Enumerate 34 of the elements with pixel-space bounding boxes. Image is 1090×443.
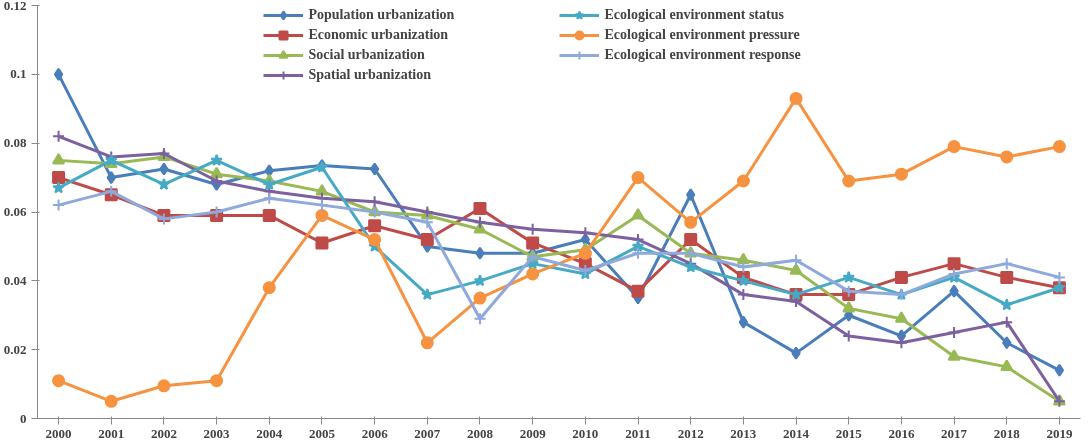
x-tick-label: 2004 [256, 425, 283, 441]
x-tick-label: 2013 [730, 425, 757, 441]
legend-label: Economic urbanization [308, 27, 450, 43]
x-tick-label: 2003 [203, 425, 231, 441]
x-tick-label: 2007 [414, 425, 441, 441]
y-tick-label: 0.1 [10, 66, 27, 82]
x-tick-label: 2005 [308, 425, 336, 441]
legend-label: Ecological environment response [604, 47, 802, 63]
x-tick-label: 2016 [888, 425, 915, 441]
x-tick-label: 2002 [150, 425, 177, 441]
x-tick-label: 2001 [98, 425, 125, 441]
x-tick-label: 2015 [835, 425, 863, 441]
x-tick-label: 2008 [466, 425, 494, 441]
x-tick-label: 2006 [361, 425, 389, 441]
y-tick-label: 0.06 [3, 204, 27, 219]
y-tick-label: 0.12 [3, 0, 27, 13]
y-tick-label: 0.04 [3, 272, 27, 288]
legend-label: Ecological environment status [604, 7, 785, 23]
x-tick-label: 2012 [677, 425, 704, 441]
x-tick-label: 2017 [941, 425, 968, 441]
legend-label: Population urbanization [308, 7, 456, 23]
x-tick-label: 2019 [1046, 425, 1073, 441]
y-tick-label: 0.02 [3, 341, 27, 357]
x-tick-label: 2011 [625, 425, 651, 441]
x-tick-label: 2000 [45, 425, 72, 441]
legend-label: Social urbanization [308, 47, 426, 63]
x-tick-label: 2014 [783, 425, 810, 441]
legend-label: Ecological environment pressure [604, 27, 801, 43]
legend-label: Spatial urbanization [308, 67, 433, 83]
x-tick-label: 2009 [519, 425, 547, 441]
x-tick-label: 2010 [572, 425, 599, 441]
y-tick-label: 0 [20, 410, 27, 426]
y-tick-label: 0.08 [3, 135, 27, 151]
x-tick-label: 2018 [993, 425, 1021, 441]
